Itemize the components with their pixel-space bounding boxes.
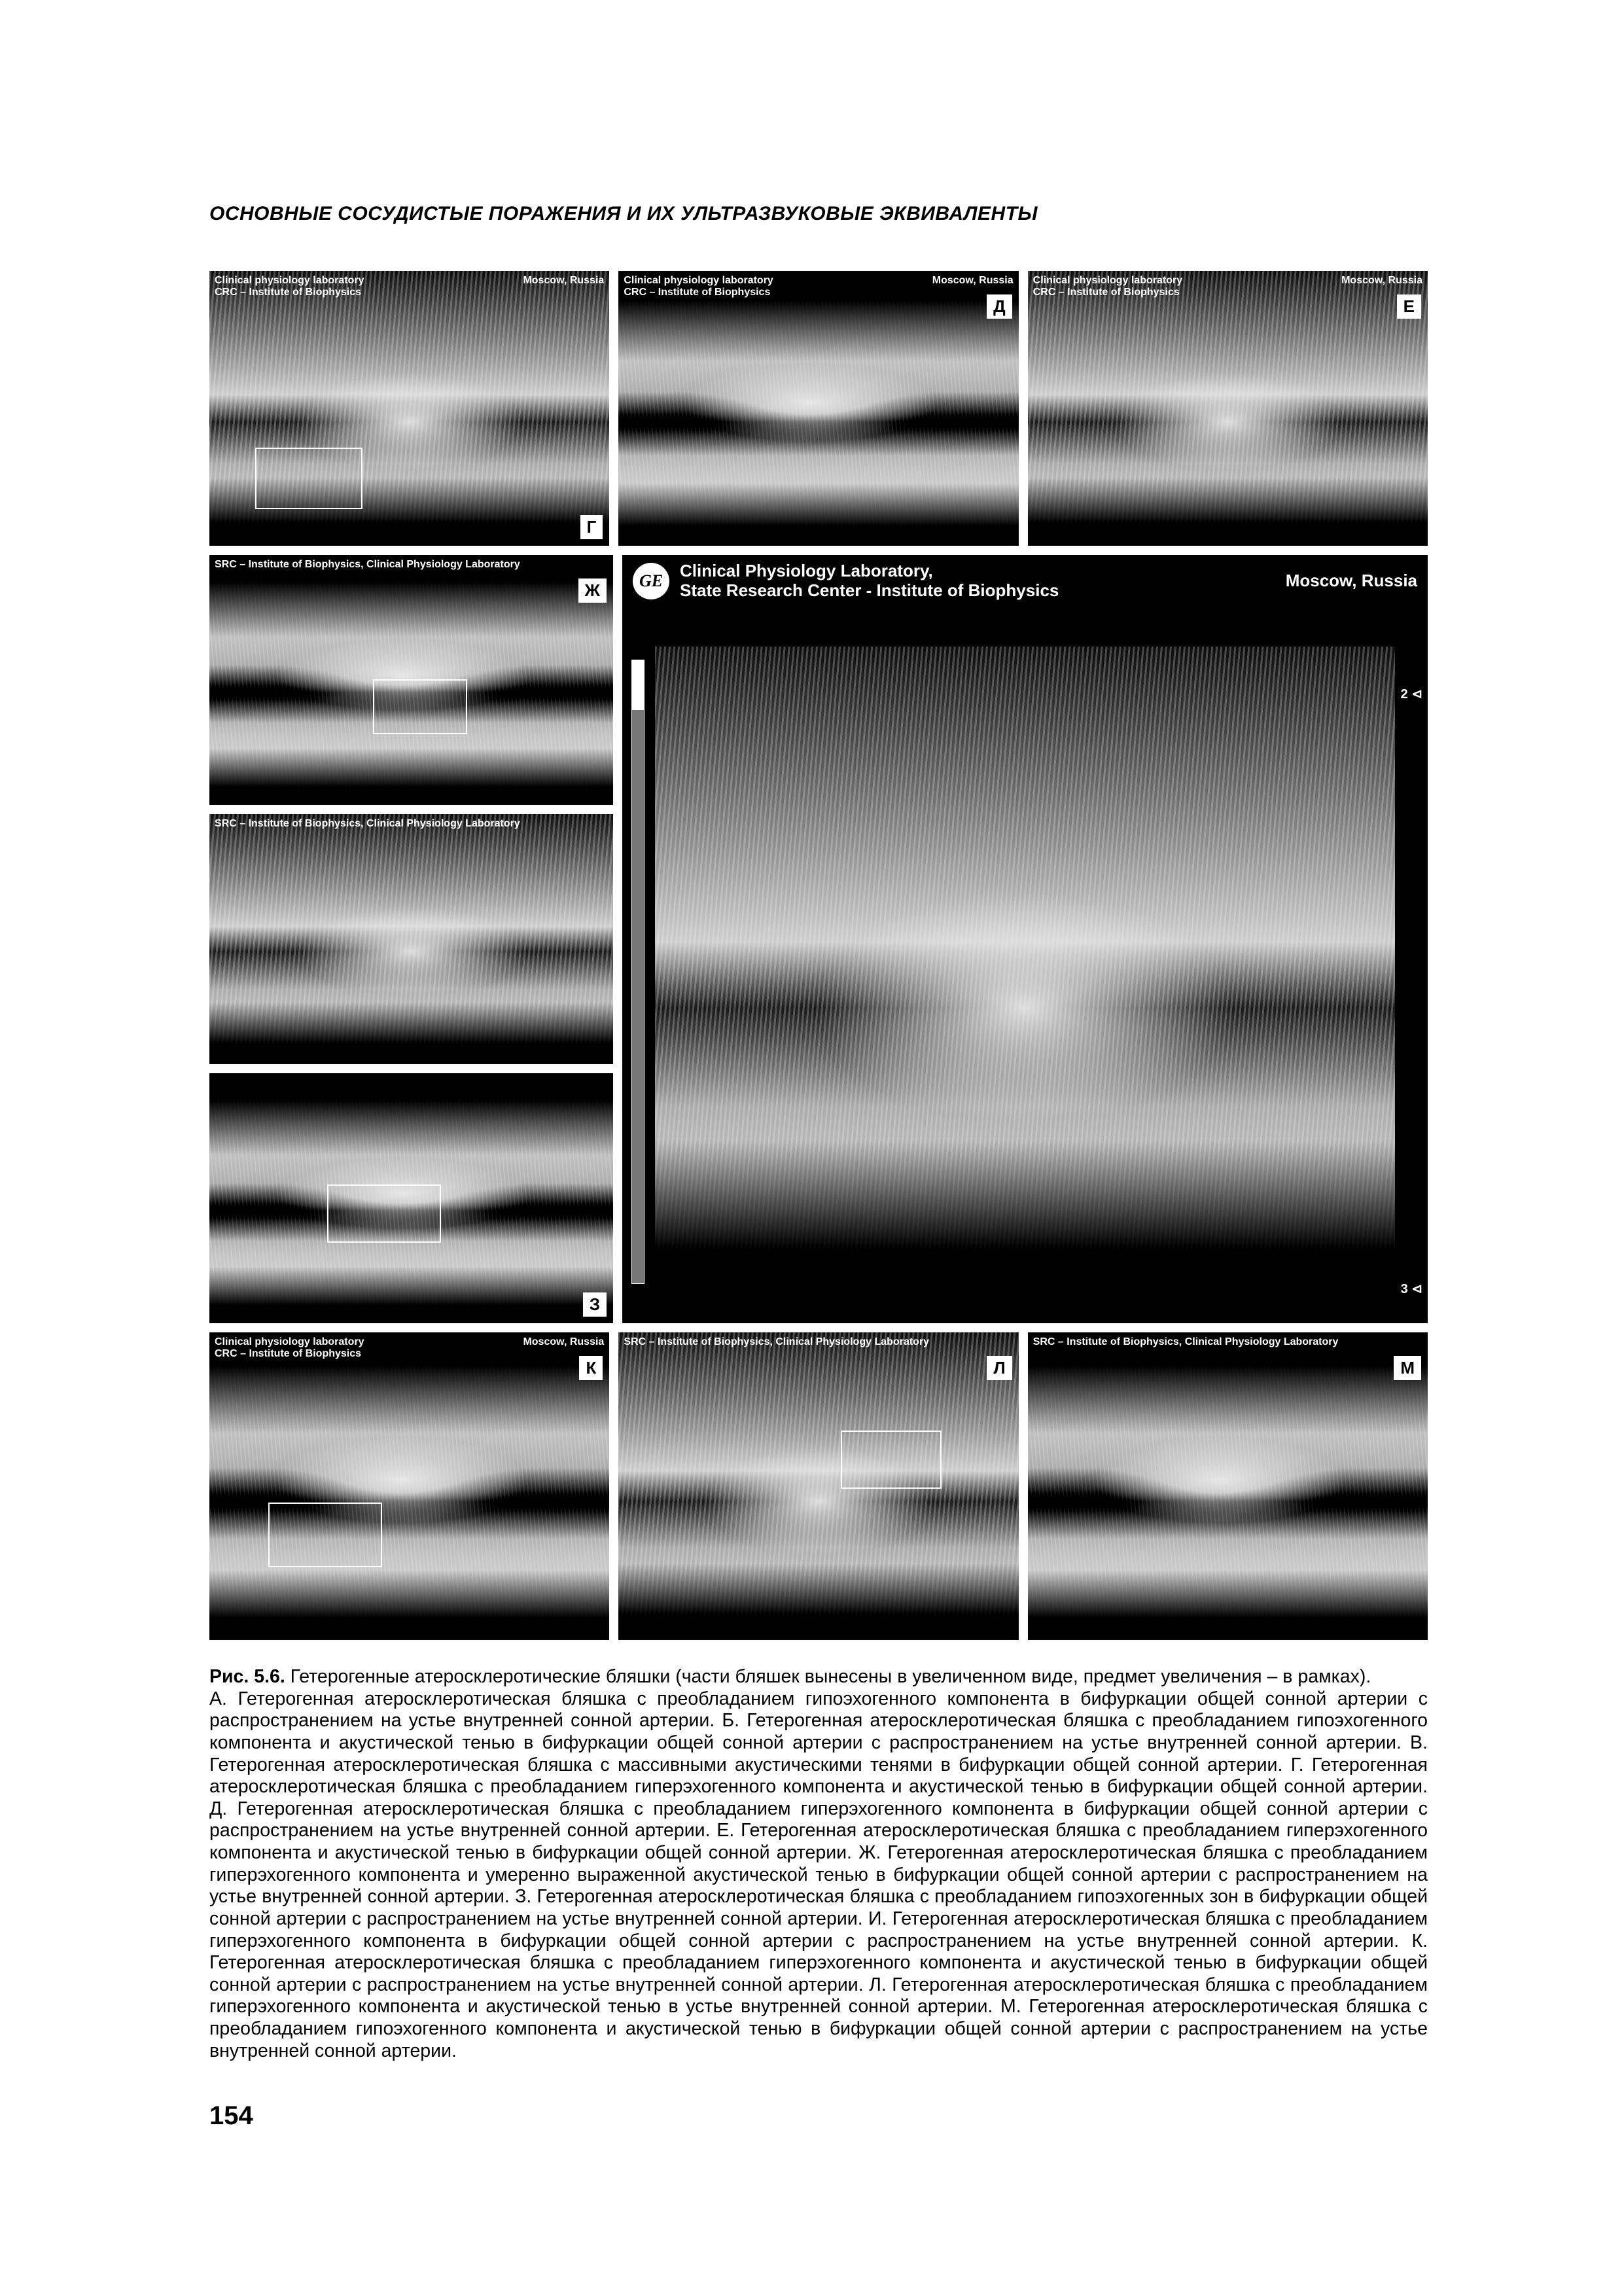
watermark-line: Clinical physiology laboratory [215,275,364,286]
panel-i-wrap: GE Clinical Physiology Laboratory, State… [622,555,1428,1323]
ultrasound-image [1028,1332,1428,1640]
panel-label-l: Л [987,1356,1012,1380]
panel-d: Clinical physiology laboratory CRC – Ins… [618,271,1018,546]
roi-box [841,1431,942,1489]
watermark-line: Clinical physiology laboratory [1033,275,1183,286]
lab-line: Clinical Physiology Laboratory, [680,561,933,580]
panel-z-lower: З [209,1073,613,1323]
watermark-line: Clinical physiology laboratory [624,275,773,286]
panel-watermark: SRC – Institute of Biophysics, Clinical … [215,559,608,571]
page-number: 154 [209,2101,1428,2131]
big-panel-header: GE Clinical Physiology Laboratory, State… [622,555,1428,607]
panel-z-upper: SRC – Institute of Biophysics, Clinical … [209,814,613,1064]
watermark-line: CRC – Institute of Biophysics [215,287,361,298]
panel-e: Clinical physiology laboratory CRC – Ins… [1028,271,1428,546]
ultrasound-image [618,1332,1018,1640]
panel-watermark: Clinical physiology laboratory CRC – Ins… [215,1336,604,1360]
panel-l: SRC – Institute of Biophysics, Clinical … [618,1332,1018,1640]
lab-name: Clinical Physiology Laboratory, State Re… [680,561,1059,601]
grayscale-bar [631,660,644,1284]
ge-logo-icon: GE [633,563,669,599]
panel-label-zh: Ж [578,578,607,603]
watermark-line: Clinical physiology laboratory [215,1336,364,1347]
page: ОСНОВНЫЕ СОСУДИСТЫЕ ПОРАЖЕНИЯ И ИХ УЛЬТР… [0,0,1624,2295]
figure-5-6: Clinical physiology laboratory CRC – Ins… [209,271,1428,1640]
panel-watermark: SRC – Institute of Biophysics, Clinical … [215,818,608,830]
roi-box [255,448,362,509]
depth-mark: 2 ⊲ [1401,686,1422,702]
watermark-lab: Clinical physiology laboratory CRC – Ins… [1033,275,1183,298]
figure-caption: Рис. 5.6. Гетерогенные атеросклеротическ… [209,1666,1428,2062]
ultrasound-image [209,814,613,1064]
panel-watermark: SRC – Institute of Biophysics, Clinical … [624,1336,1013,1348]
figure-number: Рис. 5.6. [209,1666,285,1687]
panel-watermark: SRC – Institute of Biophysics, Clinical … [1033,1336,1422,1348]
panel-label-i: И [622,607,1428,630]
lab-location: Moscow, Russia [1286,571,1417,591]
roi-box [268,1503,382,1567]
depth-mark: 3 ⊲ [1401,1281,1422,1297]
watermark-lab: Clinical physiology laboratory CRC – Ins… [215,275,364,298]
figure-row-1: Clinical physiology laboratory CRC – Ins… [209,271,1428,546]
panel-watermark: Clinical physiology laboratory CRC – Ins… [624,275,1013,298]
ultrasound-image [209,1332,609,1640]
panel-g: Clinical physiology laboratory CRC – Ins… [209,271,609,546]
panel-watermark: Clinical physiology laboratory CRC – Ins… [1033,275,1422,298]
watermark-lab: SRC – Institute of Biophysics, Clinical … [215,818,520,830]
panel-label-k: К [579,1356,603,1380]
panel-label-z: З [583,1292,607,1317]
panel-m: SRC – Institute of Biophysics, Clinical … [1028,1332,1428,1640]
ultrasound-image [1028,271,1428,546]
watermark-lab: Clinical physiology laboratory CRC – Ins… [215,1336,364,1360]
figure-row-2: SRC – Institute of Biophysics, Clinical … [209,555,1428,1323]
watermark-location: Moscow, Russia [523,275,604,298]
panel-watermark: Clinical physiology laboratory CRC – Ins… [215,275,604,298]
panel-i: 2 ⊲ 3 ⊲ И [622,607,1428,1323]
left-column: SRC – Institute of Biophysics, Clinical … [209,555,613,1323]
roi-box [327,1184,441,1243]
lab-line: State Research Center - Institute of Bio… [680,580,1059,600]
figure-row-3: Clinical physiology laboratory CRC – Ins… [209,1332,1428,1640]
figure-caption-body: А. Гетерогенная атеросклеротическая бляш… [209,1688,1428,2061]
watermark-lab: SRC – Institute of Biophysics, Clinical … [1033,1336,1339,1348]
panel-k: Clinical physiology laboratory CRC – Ins… [209,1332,609,1640]
depth-scale: 2 ⊲ 3 ⊲ [1396,686,1422,1297]
watermark-line: CRC – Institute of Biophysics [1033,287,1180,298]
watermark-lab: SRC – Institute of Biophysics, Clinical … [624,1336,929,1348]
panel-label-m: М [1394,1356,1421,1380]
watermark-lab: SRC – Institute of Biophysics, Clinical … [215,559,520,571]
watermark-lab: Clinical physiology laboratory CRC – Ins… [624,275,773,298]
ultrasound-image [655,647,1395,1304]
roi-box [373,679,467,734]
ultrasound-image [618,271,1018,546]
panel-label-g: Г [580,515,603,539]
running-header: ОСНОВНЫЕ СОСУДИСТЫЕ ПОРАЖЕНИЯ И ИХ УЛЬТР… [209,203,1428,225]
watermark-line: CRC – Institute of Biophysics [624,287,770,298]
figure-title-text: Гетерогенные атеросклеротические бляшки … [285,1666,1371,1687]
watermark-line: CRC – Institute of Biophysics [215,1348,361,1359]
panel-label-e: Е [1397,294,1421,319]
panel-label-d: Д [987,294,1012,319]
panel-zh: SRC – Institute of Biophysics, Clinical … [209,555,613,805]
